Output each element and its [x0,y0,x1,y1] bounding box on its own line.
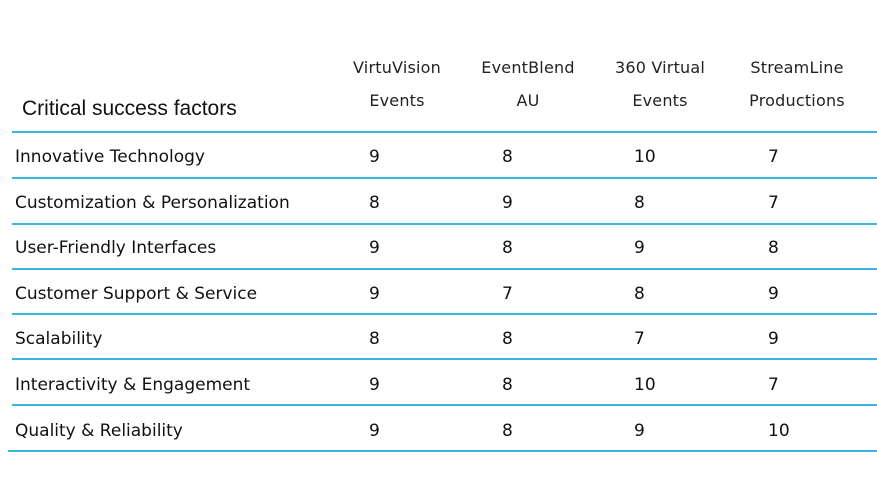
score-cell: 7 [768,147,779,167]
column-header-line: Productions [749,91,845,110]
row-divider [12,404,877,406]
score-cell: 7 [502,284,513,304]
score-cell: 9 [768,284,779,304]
column-header-streamline: StreamLine Productions [732,51,862,117]
header-divider [12,131,877,133]
score-cell: 8 [768,238,779,258]
score-cell: 8 [634,193,645,213]
row-divider [12,313,877,315]
score-cell: 10 [634,147,656,167]
score-cell: 7 [768,375,779,395]
column-header-eventblend: EventBlend AU [468,51,588,117]
score-cell: 9 [369,238,380,258]
column-header-line: Events [632,91,688,110]
row-divider [12,177,877,179]
table-row: Scalability 8 8 7 9 [0,317,877,362]
column-header-line: AU [516,91,540,110]
score-cell: 9 [369,147,380,167]
score-cell: 9 [768,329,779,349]
row-factor-label: Quality & Reliability [15,421,183,441]
row-factor-label: Innovative Technology [15,147,205,167]
score-cell: 9 [634,421,645,441]
score-cell: 8 [502,147,513,167]
row-divider [8,450,877,452]
score-cell: 8 [502,421,513,441]
column-header-line: StreamLine [750,58,844,77]
table-row: User-Friendly Interfaces 9 8 9 8 [0,226,877,271]
score-cell: 10 [768,421,790,441]
score-cell: 9 [634,238,645,258]
table-row: Innovative Technology 9 8 10 7 [0,135,877,180]
score-cell: 7 [634,329,645,349]
score-cell: 10 [634,375,656,395]
row-factor-label: User-Friendly Interfaces [15,238,217,258]
score-cell: 8 [502,375,513,395]
column-header-line: 360 Virtual [614,58,706,77]
row-divider [12,223,877,225]
column-header-360-virtual: 360 Virtual Events [600,51,720,117]
column-header-line: EventBlend [481,58,575,77]
score-cell: 9 [369,421,380,441]
row-divider [12,358,877,360]
table-row: Quality & Reliability 9 8 9 10 [0,409,877,454]
column-header-line: Events [369,91,425,110]
row-factor-label: Customization & Personalization [15,193,290,213]
table-row: Customization & Personalization 8 9 8 7 [0,181,877,226]
column-header-line: VirtuVision [353,58,441,77]
score-cell: 7 [768,193,779,213]
row-factor-label: Interactivity & Engagement [15,375,251,395]
row-factor-label: Customer Support & Service [15,284,258,304]
score-cell: 8 [502,238,513,258]
score-cell: 8 [502,329,513,349]
table-row: Customer Support & Service 9 7 8 9 [0,272,877,317]
row-factor-label: Scalability [15,329,103,349]
score-cell: 8 [369,329,380,349]
row-divider [12,268,877,270]
score-cell: 8 [634,284,645,304]
table-title: Critical success factors [22,97,237,120]
score-cell: 8 [369,193,380,213]
score-cell: 9 [369,284,380,304]
score-cell: 9 [502,193,513,213]
score-cell: 9 [369,375,380,395]
table-row: Interactivity & Engagement 9 8 10 7 [0,363,877,408]
column-header-virtuvision: VirtuVision Events [337,51,457,117]
